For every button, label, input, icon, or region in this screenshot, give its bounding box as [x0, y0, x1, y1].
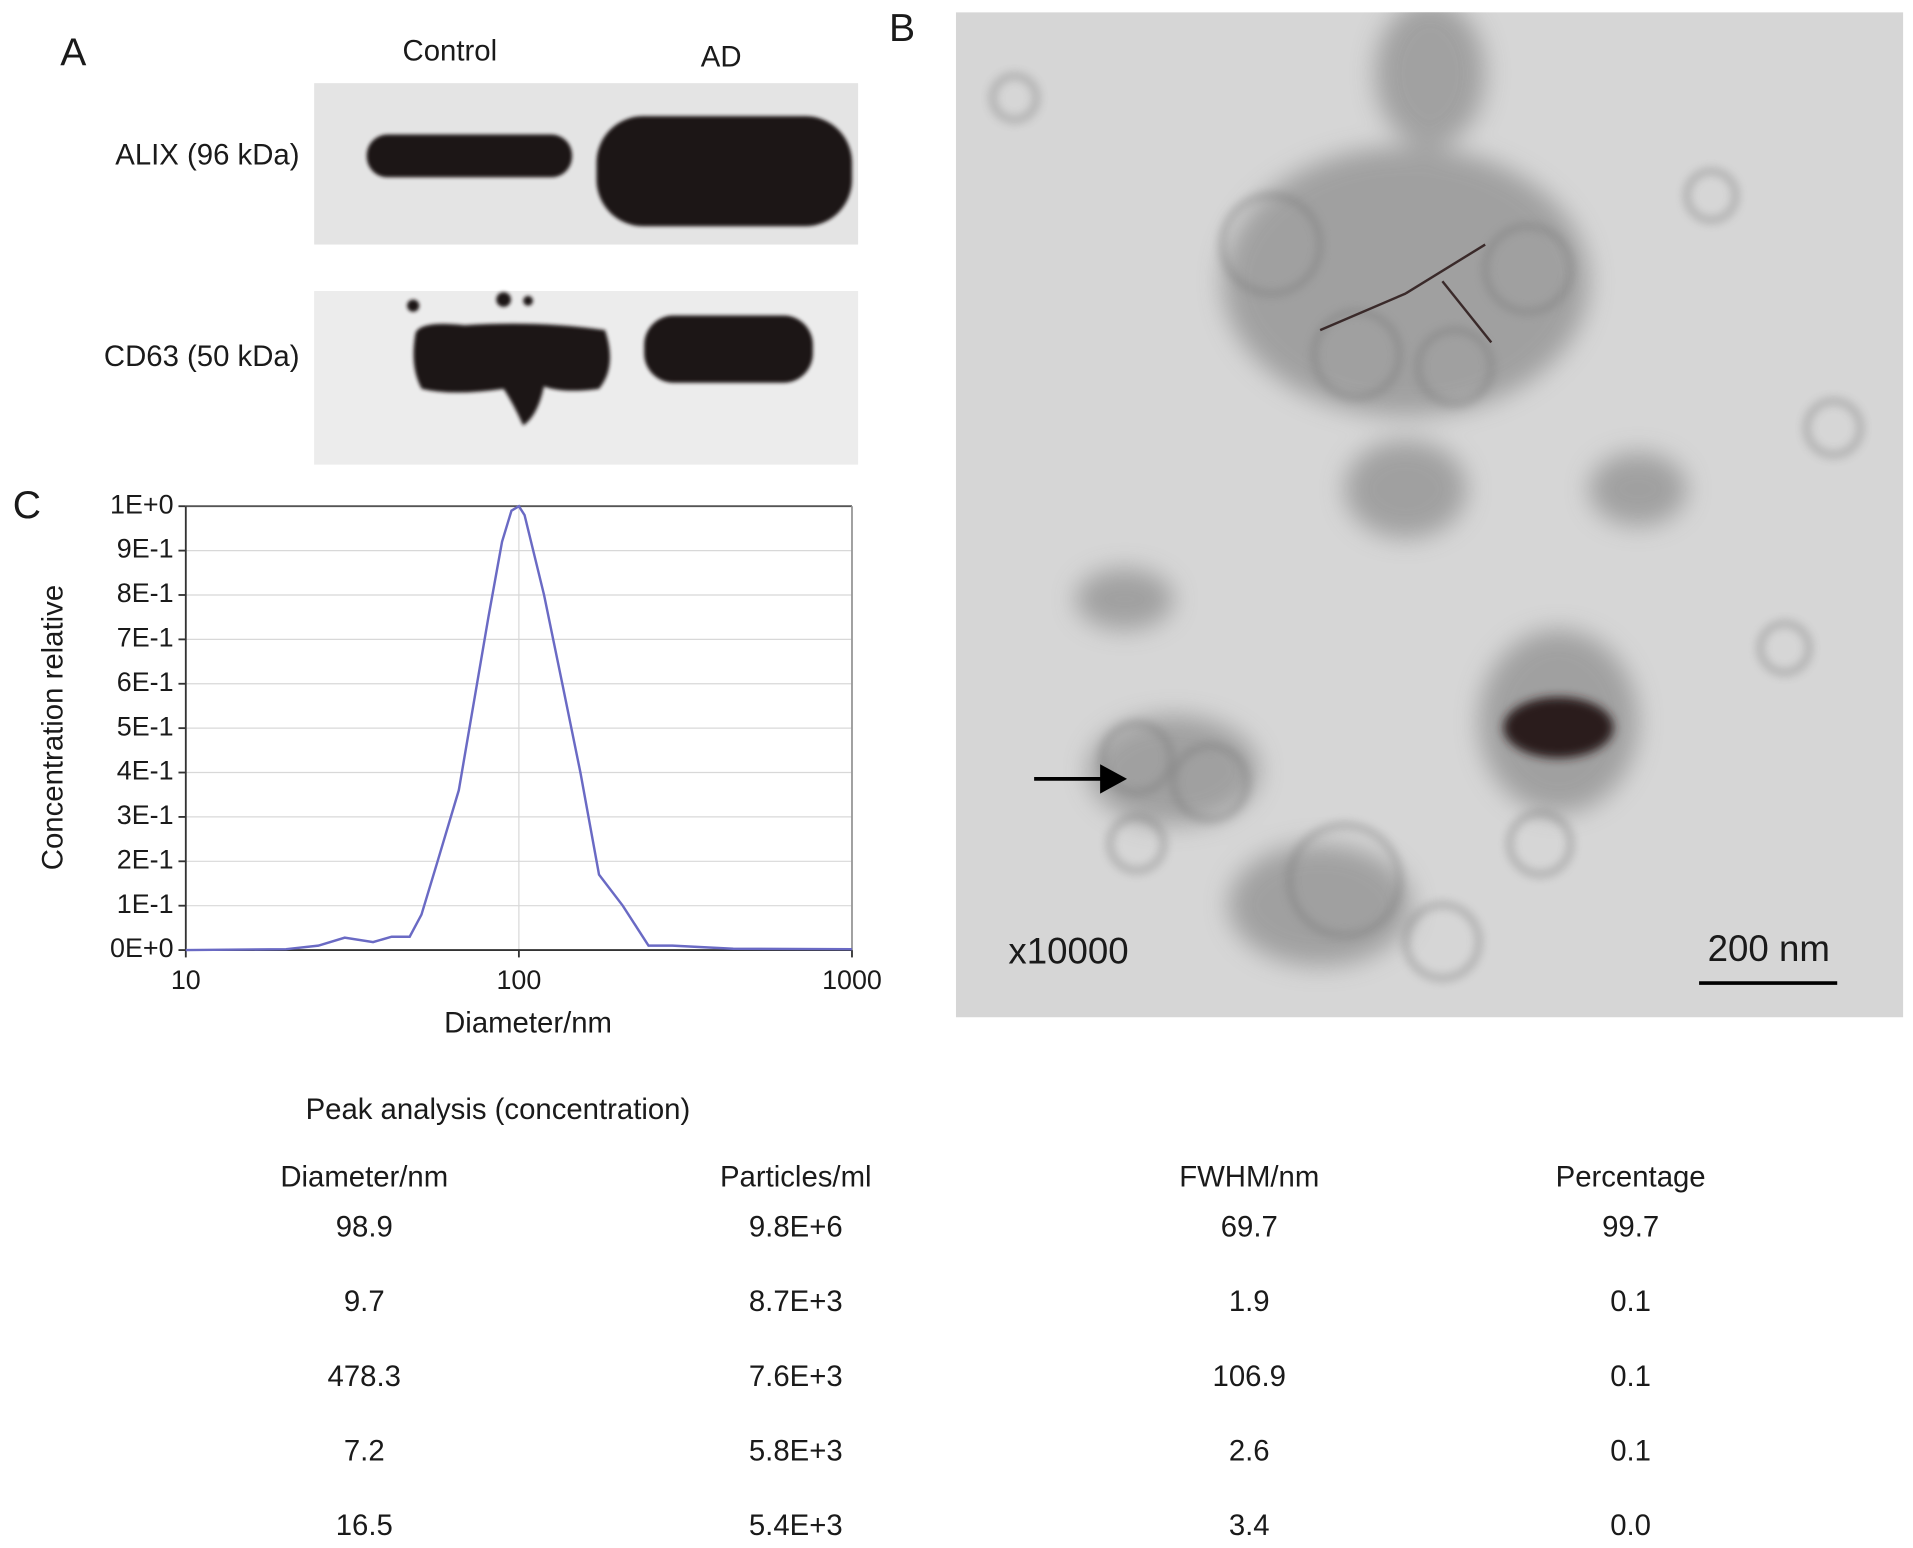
y-tick-label: 3E-1	[117, 800, 174, 830]
y-tick-label: 9E-1	[117, 534, 174, 564]
table-cell: 9.7	[344, 1285, 385, 1318]
table-cell: 7.6E+3	[749, 1360, 843, 1393]
y-tick-label: 8E-1	[117, 578, 174, 608]
arrow-head	[1100, 764, 1128, 794]
y-axis-title: Concentration relative	[37, 585, 70, 870]
table-header: Diameter/nm	[280, 1160, 448, 1193]
table-cell: 0.1	[1610, 1360, 1651, 1393]
blot-band	[413, 323, 610, 426]
table-cell: 9.8E+6	[749, 1211, 843, 1244]
table-cell: 0.0	[1610, 1509, 1651, 1542]
y-tick-label: 0E+0	[110, 933, 174, 963]
table-header: Particles/ml	[720, 1160, 872, 1193]
table-cell: 7.2	[344, 1434, 385, 1467]
row-label: CD63 (50 kDa)	[104, 340, 300, 373]
panel-letter: B	[889, 7, 915, 50]
x-tick-label: 10	[171, 965, 201, 995]
lane-label: Control	[403, 34, 498, 67]
blot-band	[644, 315, 813, 383]
blot-spot	[496, 292, 511, 307]
blot-spot	[523, 295, 533, 306]
table-cell: 69.7	[1221, 1211, 1278, 1244]
table-cell: 478.3	[328, 1360, 401, 1393]
table-cell: 98.9	[336, 1211, 393, 1244]
table-header: Percentage	[1556, 1160, 1706, 1193]
peak-table: Peak analysis (concentration) Diameter/n…	[280, 1093, 1705, 1542]
y-tick-label: 4E-1	[117, 756, 174, 786]
y-tick-label: 6E-1	[117, 667, 174, 697]
y-tick-label: 2E-1	[117, 844, 174, 874]
panel-b: B	[889, 7, 1904, 1018]
y-tick-label: 1E+0	[110, 489, 174, 519]
y-tick-label: 7E-1	[117, 622, 174, 652]
micrograph	[955, 12, 1904, 1018]
table-cell: 0.1	[1610, 1285, 1651, 1318]
x-tick-label: 100	[496, 965, 541, 995]
lane-label: AD	[701, 40, 742, 73]
table-cell: 5.8E+3	[749, 1434, 843, 1467]
blot-band	[366, 134, 573, 178]
table-header: FWHM/nm	[1179, 1160, 1319, 1193]
table-cell: 2.6	[1229, 1434, 1270, 1467]
data-line	[185, 504, 852, 952]
table-title: Peak analysis (concentration)	[306, 1093, 691, 1126]
row-label: ALIX (96 kDa)	[115, 138, 299, 171]
table-cell: 8.7E+3	[749, 1285, 843, 1318]
magnification: x10000	[1008, 930, 1128, 971]
blot-band	[596, 116, 852, 227]
table-cell: 16.5	[336, 1509, 393, 1542]
panel-letter: A	[60, 31, 87, 74]
table-cell: 5.4E+3	[749, 1509, 843, 1542]
blot-spot	[407, 299, 420, 312]
table-cell: 99.7	[1602, 1211, 1659, 1244]
table-cell: 0.1	[1610, 1434, 1651, 1467]
panel-letter: C	[13, 484, 41, 527]
table-cell: 3.4	[1229, 1509, 1270, 1542]
panel-a: A Control AD ALIX (96 kDa) CD63 (50 kDa)	[60, 31, 859, 465]
y-tick-label: 5E-1	[117, 711, 174, 741]
x-tick-label: 1000	[822, 965, 882, 995]
table-cell: 1.9	[1229, 1285, 1270, 1318]
table-cell: 106.9	[1213, 1360, 1286, 1393]
y-tick-label: 1E-1	[117, 889, 174, 919]
panel-c: C Diameter/nm Concentration relative 0E+…	[13, 484, 882, 1040]
x-axis-title: Diameter/nm	[444, 1006, 612, 1039]
scale-bar-label: 200 nm	[1708, 928, 1830, 969]
